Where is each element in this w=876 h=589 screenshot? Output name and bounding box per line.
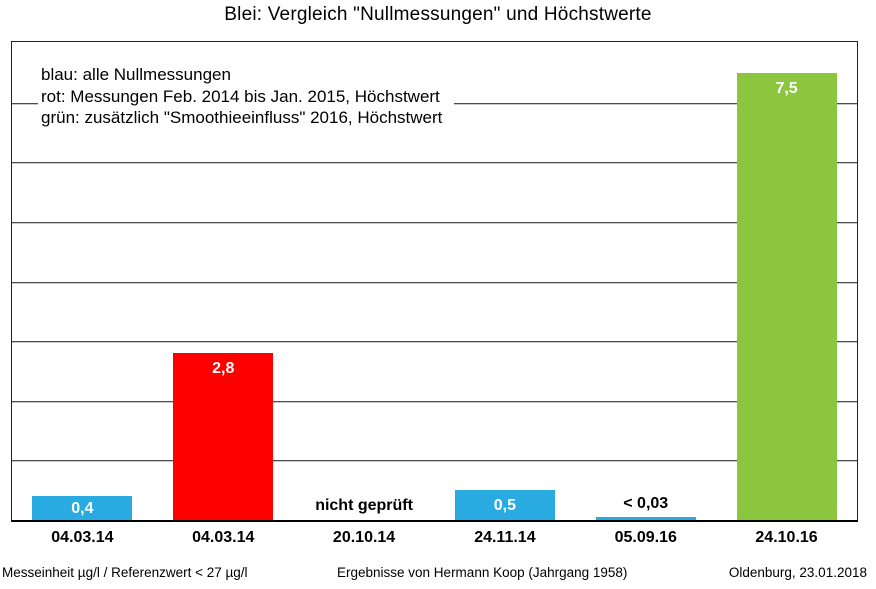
bar-5	[595, 517, 696, 520]
bar-6	[736, 72, 837, 520]
grid-line	[12, 400, 857, 402]
bar-1	[32, 496, 133, 520]
legend-line-green: grün: zusätzlich "Smoothieeinfluss" 2016…	[41, 108, 443, 127]
bar-value-label: 7,5	[775, 79, 798, 97]
legend: blau: alle Nullmessungen rot: Messungen …	[38, 61, 455, 132]
x-axis-label: 20.10.14	[332, 529, 396, 546]
footer-attribution: Ergebnisse von Hermann Koop (Jahrgang 19…	[337, 565, 628, 580]
grid-line	[12, 460, 857, 462]
bar-value-label: < 0,03	[623, 495, 669, 512]
footer-place-date: Oldenburg, 23.01.2018	[728, 565, 867, 580]
grid-line	[12, 281, 857, 283]
plot-area: 0,4 2,8 nicht geprüft 0,5 < 0,03 7,5	[12, 42, 857, 520]
x-axis-label: 04.03.14	[192, 529, 255, 546]
grid-line	[12, 221, 857, 223]
bar-value-label: nicht geprüft	[315, 497, 413, 514]
chart-title: Blei: Vergleich "Nullmessungen" und Höch…	[224, 4, 652, 25]
legend-line-red: rot: Messungen Feb. 2014 bis Jan. 2015, …	[41, 86, 440, 106]
bar-4	[454, 490, 555, 520]
bar-value-label: 0,5	[493, 496, 517, 514]
x-axis-label: 24.10.16	[755, 529, 818, 546]
x-axis-label: 24.11.14	[474, 529, 536, 546]
x-axis-labels: 04.03.14 04.03.14 20.10.14 24.11.14 05.09.16…	[12, 529, 857, 547]
grid-line	[12, 341, 857, 343]
bar-2	[173, 353, 274, 520]
grid-line	[12, 162, 857, 164]
bar-value-label: 0,4	[71, 499, 94, 517]
legend-line-blue: blau: alle Nullmessungen	[41, 65, 231, 84]
bar-value-label: 2,8	[212, 360, 235, 378]
x-axis-label: 04.03.14	[51, 529, 114, 546]
x-axis-label: 05.09.16	[614, 529, 677, 546]
footer-measurement-unit: Messeinheit µg/l / Referenzwert < 27 µg/…	[2, 565, 248, 580]
